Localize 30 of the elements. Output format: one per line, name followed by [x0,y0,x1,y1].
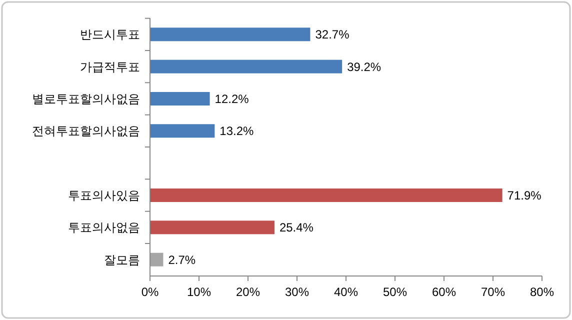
x-tick-label: 60% [432,285,456,299]
x-tick-label: 70% [480,285,506,299]
x-tick-label: 50% [382,285,408,299]
y-tick-label: 전혀투표할의사없음 [32,124,140,138]
data-label: 2.7% [168,252,196,267]
bar [150,28,310,42]
data-label: 71.9% [507,188,542,202]
x-tick-label: 30% [284,285,310,299]
bar [150,60,342,74]
x-tick-label: 20% [236,285,260,299]
y-tick-label: 가급적투표 [80,60,140,74]
y-tick-label: 투표의사있음 [68,188,140,202]
data-label: 32.7% [315,28,350,42]
x-tick-label: 0% [141,285,159,299]
bar [150,92,210,106]
y-tick-label: 반드시투표 [80,28,140,42]
x-tick-label: 80% [530,285,554,299]
bar [150,220,274,234]
y-tick-label: 별로투표할의사없음 [32,92,140,106]
data-label: 25.4% [279,220,314,235]
bar [150,124,215,138]
data-label: 12.2% [214,92,250,106]
x-tick-label: 40% [334,285,358,299]
data-label: 39.2% [347,60,382,74]
bar [150,252,164,266]
x-tick-label: 10% [186,285,212,299]
bar [150,188,502,202]
y-tick-label: 잘모름 [104,252,140,267]
data-label: 13.2% [220,124,254,138]
y-tick-label: 투표의사없음 [68,220,140,235]
